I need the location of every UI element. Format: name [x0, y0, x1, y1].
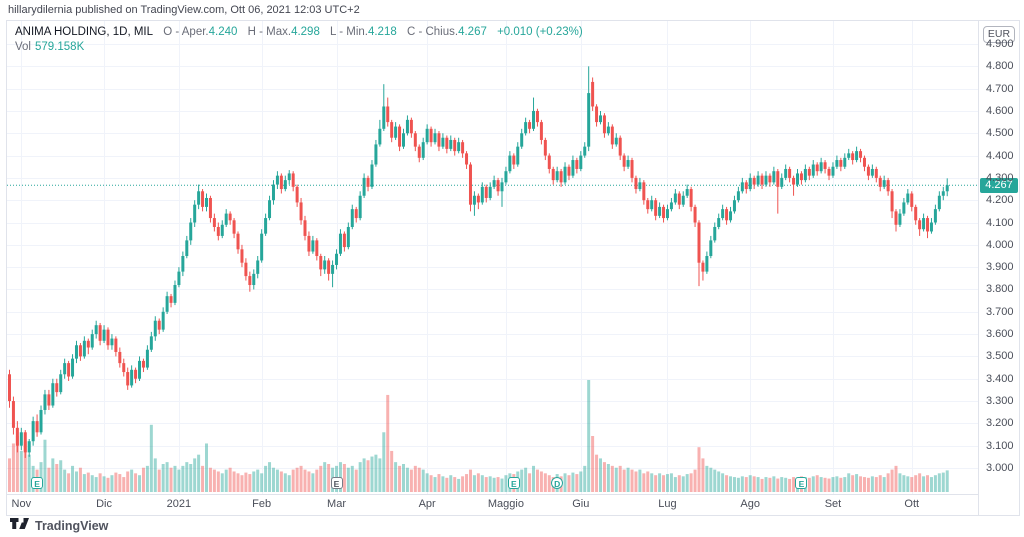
earnings-marker[interactable]: E	[507, 477, 520, 489]
volume-label: Vol	[15, 41, 31, 53]
close-value: 4.267	[458, 26, 487, 38]
time-axis-label: Maggio	[487, 498, 524, 510]
change-value: +0.010 (+0.23%)	[497, 26, 583, 38]
time-axis-label: Apr	[418, 498, 436, 510]
price-axis[interactable]: EUR 4.267 4.900 4.800 4.700 4.600 4.500 4.400…	[979, 21, 1019, 514]
candlestick-chart[interactable]	[7, 21, 978, 494]
low-value: 4.218	[367, 26, 397, 38]
price-tick-label: 4.200	[986, 194, 1014, 207]
earnings-marker[interactable]: E	[31, 477, 44, 489]
price-tick-label: 4.900	[986, 38, 1014, 50]
price-tick-label: 4.000	[986, 238, 1014, 251]
price-tick-label: 3.400	[986, 372, 1014, 385]
time-axis-label: Giu	[572, 498, 590, 510]
price-tick-label: 3.900	[986, 261, 1014, 274]
time-axis-label: Nov	[11, 498, 32, 510]
price-tick-label: 4.100	[986, 216, 1014, 229]
high-label: H - Max.	[247, 26, 292, 38]
symbol-title[interactable]: ANIMA HOLDING, 1D, MIL	[15, 26, 154, 38]
currency-badge[interactable]: EUR	[983, 26, 1015, 43]
price-tick-label: 4.700	[986, 82, 1014, 95]
price-tick-label: 3.700	[986, 305, 1014, 318]
time-axis-label: 2021	[166, 498, 192, 510]
price-tick-label: 3.300	[986, 395, 1014, 408]
open-value: 4.240	[208, 26, 238, 38]
open-label: O - Aper.	[163, 26, 209, 38]
price-tick-label: 3.600	[986, 328, 1014, 341]
earnings-marker[interactable]: E	[795, 477, 808, 489]
price-tick-label: 3.800	[986, 283, 1014, 296]
time-axis-label: Mar	[327, 498, 346, 510]
volume-value: 579.158K	[35, 41, 85, 53]
high-value: 4.298	[291, 26, 320, 38]
dividend-marker[interactable]: D	[551, 477, 564, 489]
tradingview-logo-text: TradingView	[35, 518, 109, 533]
price-tick-label: 4.500	[986, 127, 1014, 140]
price-tick-label: 3.500	[986, 350, 1014, 363]
time-axis-label: Feb	[252, 498, 272, 510]
attribution-text: hillarydilernia published on TradingView…	[8, 4, 360, 16]
low-label: L - Min.	[330, 26, 368, 38]
time-axis-label: Ago	[740, 498, 761, 510]
price-tick-label: 4.600	[986, 104, 1014, 117]
price-tick-label: 4.300	[986, 171, 1014, 184]
tradingview-logo-icon	[10, 518, 29, 529]
price-tick-label: 3.200	[986, 417, 1014, 430]
time-axis-label: Ott	[904, 498, 920, 510]
close-label: C - Chius.	[406, 26, 459, 38]
tradingview-logo[interactable]: TradingView	[10, 518, 108, 533]
time-axis-label: Lug	[658, 498, 677, 510]
legend: ANIMA HOLDING, 1D, MIL O - Aper.4.240 H …	[15, 25, 583, 55]
price-tick-label: 3.000	[986, 462, 1014, 474]
time-axis[interactable]: Nov Dic 2021 Feb Mar Apr Maggio Giu Lug Ago Set Ott	[7, 494, 979, 515]
time-axis-label: Dic	[96, 498, 112, 510]
price-tick-label: 3.100	[986, 439, 1014, 452]
time-axis-label: Set	[824, 498, 842, 510]
last-price-label: 4.267	[980, 177, 1018, 193]
earnings-marker[interactable]: E	[330, 477, 343, 489]
price-tick-label: 4.400	[986, 149, 1014, 162]
price-tick-label: 4.800	[986, 60, 1014, 73]
